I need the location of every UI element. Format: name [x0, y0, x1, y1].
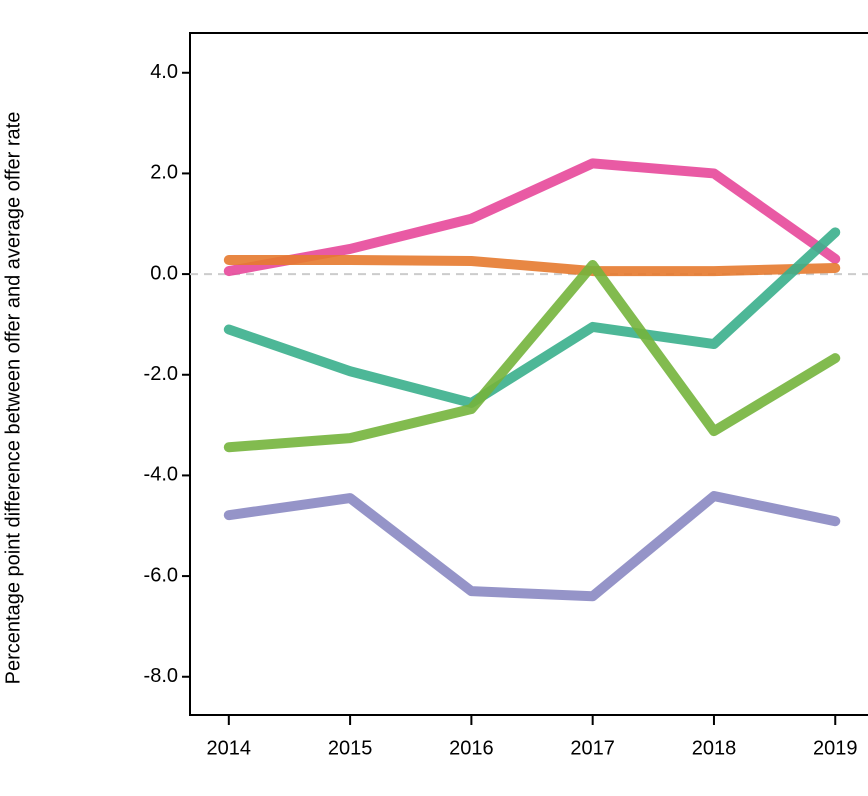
x-tick-label: 2014 — [207, 737, 252, 759]
series-line — [223, 227, 841, 408]
x-tick-label: 2018 — [692, 737, 737, 759]
series-line — [223, 260, 841, 453]
x-tick-label: 2016 — [449, 737, 494, 759]
x-tick-label: 2015 — [328, 737, 373, 759]
x-tick-label: 2017 — [570, 737, 615, 759]
y-tick-label: -6.0 — [144, 564, 178, 586]
series-line — [223, 491, 841, 602]
y-tick-label: -4.0 — [144, 464, 178, 486]
axis-frame — [189, 32, 868, 716]
y-tick-label: 0.0 — [150, 262, 178, 284]
y-tick-label: 4.0 — [150, 61, 178, 83]
series-line — [223, 254, 841, 277]
x-tick-label: 2019 — [813, 737, 858, 759]
series-line — [223, 158, 841, 277]
y-tick-label: 2.0 — [150, 162, 178, 184]
y-axis-title: Percentage point difference between offe… — [2, 112, 24, 685]
y-tick-label: -8.0 — [144, 665, 178, 687]
y-tick-label: -2.0 — [144, 363, 178, 385]
